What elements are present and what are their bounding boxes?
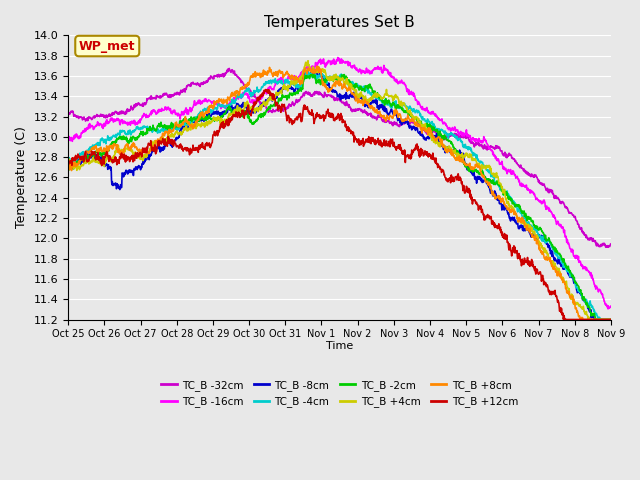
TC_B -2cm: [310, 72, 317, 77]
X-axis label: Time: Time: [326, 341, 353, 350]
Line: TC_B +12cm: TC_B +12cm: [68, 90, 611, 320]
TC_B +12cm: [262, 87, 269, 93]
TC_B -2cm: [495, 180, 502, 186]
Line: TC_B +4cm: TC_B +4cm: [68, 61, 611, 320]
TC_B -32cm: [185, 82, 193, 87]
TC_B -4cm: [172, 124, 179, 130]
TC_B -4cm: [543, 237, 550, 243]
TC_B +12cm: [543, 284, 550, 289]
TC_B -16cm: [64, 133, 72, 139]
TC_B -16cm: [543, 203, 550, 209]
TC_B -32cm: [607, 241, 614, 247]
TC_B -4cm: [595, 317, 602, 323]
TC_B +8cm: [246, 78, 253, 84]
Line: TC_B -2cm: TC_B -2cm: [68, 74, 611, 320]
TC_B +12cm: [185, 149, 193, 155]
TC_B -16cm: [185, 107, 193, 113]
Line: TC_B -32cm: TC_B -32cm: [68, 69, 611, 247]
TC_B -4cm: [246, 90, 253, 96]
TC_B -2cm: [607, 317, 614, 323]
TC_B -4cm: [64, 155, 72, 161]
TC_B -16cm: [334, 55, 342, 60]
Legend: TC_B -32cm, TC_B -16cm, TC_B -8cm, TC_B -4cm, TC_B -2cm, TC_B +4cm, TC_B +8cm, T: TC_B -32cm, TC_B -16cm, TC_B -8cm, TC_B …: [157, 376, 522, 411]
TC_B -8cm: [607, 317, 614, 323]
TC_B +12cm: [424, 153, 432, 158]
TC_B -8cm: [591, 317, 598, 323]
TC_B -32cm: [64, 111, 72, 117]
TC_B +12cm: [172, 141, 179, 146]
TC_B -4cm: [185, 120, 193, 126]
Y-axis label: Temperature (C): Temperature (C): [15, 127, 28, 228]
TC_B -8cm: [246, 110, 253, 116]
TC_B +4cm: [185, 126, 193, 132]
TC_B -16cm: [607, 303, 614, 309]
TC_B +12cm: [64, 158, 72, 164]
TC_B -2cm: [543, 237, 550, 242]
TC_B -16cm: [495, 158, 502, 164]
TC_B +4cm: [543, 251, 550, 256]
TC_B -2cm: [172, 124, 179, 130]
TC_B +8cm: [424, 132, 432, 138]
TC_B -32cm: [424, 130, 432, 135]
Line: TC_B +8cm: TC_B +8cm: [68, 66, 611, 320]
TC_B -32cm: [604, 244, 612, 250]
TC_B -8cm: [172, 138, 179, 144]
TC_B -8cm: [185, 120, 193, 125]
TC_B -32cm: [172, 90, 179, 96]
TC_B +4cm: [304, 58, 312, 64]
TC_B -4cm: [302, 68, 310, 73]
TC_B +8cm: [543, 257, 550, 263]
TC_B -8cm: [495, 194, 502, 200]
TC_B +4cm: [64, 162, 72, 168]
TC_B +8cm: [64, 164, 72, 169]
TC_B -2cm: [64, 160, 72, 166]
TC_B -16cm: [424, 109, 432, 115]
TC_B -32cm: [225, 66, 233, 72]
TC_B +8cm: [495, 193, 502, 199]
TC_B +8cm: [607, 317, 614, 323]
TC_B +8cm: [185, 119, 193, 124]
Line: TC_B -16cm: TC_B -16cm: [68, 58, 611, 309]
TC_B +4cm: [607, 317, 614, 323]
TC_B -16cm: [246, 96, 253, 102]
TC_B +12cm: [495, 221, 502, 227]
Text: WP_met: WP_met: [79, 39, 136, 52]
TC_B +8cm: [578, 317, 586, 323]
TC_B -8cm: [310, 67, 317, 72]
TC_B +4cm: [495, 180, 502, 186]
TC_B -32cm: [495, 145, 502, 151]
TC_B -8cm: [64, 161, 72, 167]
Title: Temperatures Set B: Temperatures Set B: [264, 15, 415, 30]
TC_B +4cm: [246, 107, 253, 113]
TC_B -4cm: [607, 317, 614, 323]
TC_B +12cm: [607, 317, 614, 323]
Line: TC_B -8cm: TC_B -8cm: [68, 70, 611, 320]
TC_B +12cm: [246, 110, 253, 116]
TC_B +8cm: [172, 120, 179, 126]
TC_B +4cm: [424, 127, 432, 132]
TC_B -16cm: [172, 111, 179, 117]
TC_B -4cm: [424, 118, 432, 124]
Line: TC_B -4cm: TC_B -4cm: [68, 71, 611, 320]
TC_B -32cm: [246, 89, 254, 95]
TC_B -8cm: [543, 240, 550, 246]
TC_B -2cm: [185, 117, 193, 122]
TC_B -2cm: [246, 118, 253, 123]
TC_B +8cm: [313, 63, 321, 69]
TC_B +12cm: [561, 317, 569, 323]
TC_B +4cm: [172, 130, 179, 136]
TC_B +4cm: [586, 317, 593, 323]
TC_B -2cm: [592, 317, 600, 323]
TC_B -4cm: [495, 182, 502, 188]
TC_B -16cm: [604, 306, 612, 312]
TC_B -2cm: [424, 122, 432, 128]
TC_B -8cm: [424, 134, 432, 140]
TC_B -32cm: [543, 186, 550, 192]
